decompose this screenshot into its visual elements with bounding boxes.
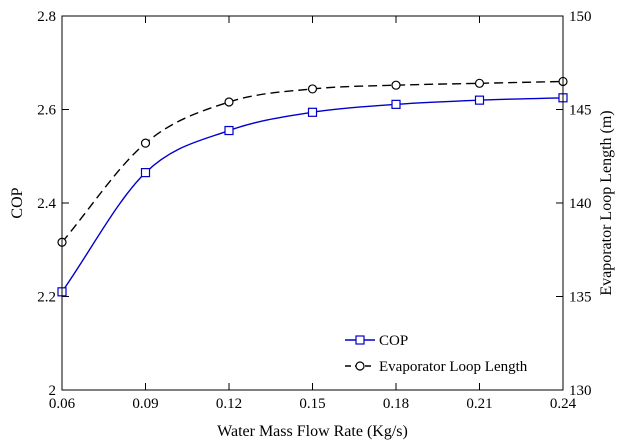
right-axis-ticks: 130 135 140 145 150 (556, 9, 592, 399)
series-evaporator-loop-length (57, 76, 568, 247)
x-tick-label: 0.18 (383, 396, 409, 412)
y2-tick-label: 140 (569, 196, 592, 212)
legend-swatch-marker (355, 361, 365, 371)
y-tick-label: 2.2 (37, 290, 56, 306)
legend-item-evaporator-loop-length: Evaporator Loop Length (345, 359, 528, 375)
y-axis-title: COP (9, 187, 26, 218)
legend-label: Evaporator Loop Length (379, 359, 528, 375)
x-tick-label: 0.09 (132, 396, 158, 412)
x-tick-label: 0.06 (49, 396, 76, 412)
y-tick-label: 2.4 (37, 196, 56, 212)
series-cop (57, 93, 568, 297)
x-tick-label: 0.15 (299, 396, 325, 412)
data-point-square (307, 107, 318, 117)
x-tick-label: 0.24 (550, 396, 577, 412)
legend: COP Evaporator Loop Length (345, 333, 528, 375)
data-point-circle (140, 138, 151, 148)
left-axis-ticks: 2 2.2 2.4 2.6 2.8 (37, 9, 69, 399)
data-point-square (474, 95, 485, 105)
y2-tick-label: 135 (569, 290, 592, 306)
x-axis-title: Water Mass Flow Rate (Kg/s) (217, 423, 408, 440)
data-point-circle (307, 84, 318, 94)
series-line (61, 97, 564, 293)
data-point-square (140, 168, 151, 178)
series-layer (57, 76, 568, 297)
legend-item-cop: COP (345, 333, 408, 349)
legend-label: COP (379, 333, 408, 349)
x-axis-ticks: 0.06 0.09 0.12 0.15 0.18 0.21 0.24 (49, 16, 577, 412)
y-tick-label: 2.8 (37, 9, 56, 25)
plot-area-frame (61, 15, 564, 391)
legend-marker (355, 361, 365, 371)
y2-tick-label: 130 (569, 383, 592, 399)
y2-axis-title: Evaporator Loop Length (m) (598, 110, 615, 295)
data-point-square (224, 125, 234, 136)
x-tick-label: 0.12 (216, 396, 242, 412)
y2-tick-label: 150 (569, 9, 592, 25)
data-point-circle (391, 80, 401, 90)
data-point-square (391, 99, 401, 109)
y2-tick-label: 145 (569, 103, 592, 119)
legend-swatch-marker (355, 335, 365, 345)
data-point-circle (474, 78, 485, 88)
series-line (61, 80, 564, 243)
legend-marker (355, 335, 365, 345)
x-tick-label: 0.21 (466, 396, 492, 412)
y-tick-label: 2 (49, 383, 57, 399)
data-point-circle (224, 97, 234, 107)
y-tick-label: 2.6 (37, 103, 56, 119)
